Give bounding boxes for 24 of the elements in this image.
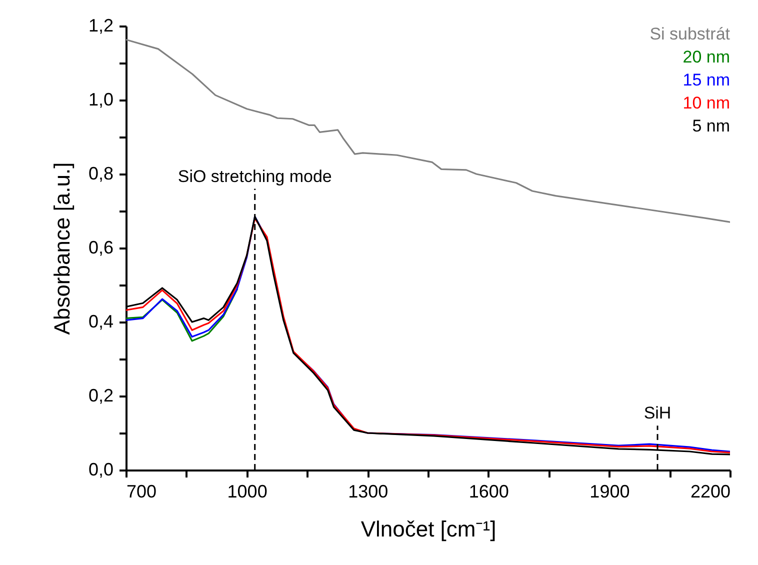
annotation: SiH [644, 404, 672, 423]
text: 5 nm [692, 116, 730, 136]
x-tick-label: 1900 [590, 482, 630, 502]
text: 10 nm [682, 94, 730, 112]
x-tick-label: 2200 [690, 482, 730, 502]
annotation: SiO stretching mode [178, 166, 332, 186]
text: 15 nm [682, 70, 730, 90]
y-tick-label: 1,2 [88, 16, 114, 36]
text: Si substrát [650, 24, 730, 44]
y-tick-label: 1,0 [88, 90, 114, 110]
x-tick-label: 1000 [227, 482, 268, 502]
y-axis-title: Absorbance [a.u.] [49, 162, 74, 335]
y-tick-label: 0,2 [88, 386, 114, 406]
y-tick-label: 0,8 [88, 164, 114, 184]
y-tick-label: 0,6 [88, 238, 114, 258]
x-axis-title: Vlnočet [cm⁻¹] [360, 516, 496, 542]
line-series [126, 38, 730, 223]
line-series [126, 288, 238, 342]
x-tick-label: 1300 [348, 482, 388, 502]
x-tick-label: 1600 [468, 482, 509, 502]
text: 20 nm [682, 48, 730, 66]
y-tick-label: 0,4 [88, 312, 114, 332]
y-tick-label: 0,0 [88, 460, 114, 480]
x-tick-label: 700 [126, 482, 157, 502]
